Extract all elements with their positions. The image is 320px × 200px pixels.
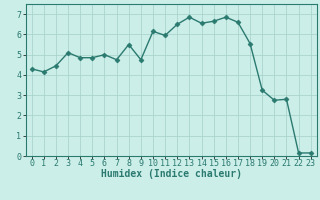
X-axis label: Humidex (Indice chaleur): Humidex (Indice chaleur) [101,169,242,179]
